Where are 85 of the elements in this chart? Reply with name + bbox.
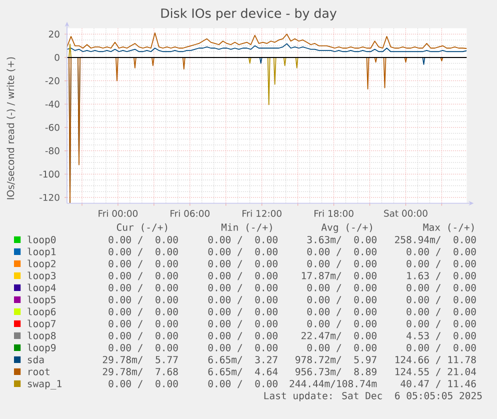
text: 0.00 / 0.00 bbox=[108, 308, 178, 316]
text: 0.00 / 0.00 bbox=[108, 284, 178, 292]
legend-label: loop5 bbox=[28, 296, 56, 306]
text: Max (-/+) bbox=[423, 223, 474, 232]
y-tick-label: 0 bbox=[54, 54, 60, 61]
text: 4.53 / 0.00 bbox=[406, 332, 476, 340]
text: 0.00 / 0.00 bbox=[108, 380, 178, 388]
text: 0.00 / 0.00 bbox=[208, 236, 278, 244]
text: 40.47 / 11.46 bbox=[400, 380, 476, 388]
chart-title: Disk IOs per device - by day bbox=[161, 8, 337, 20]
text: 0.00 / 0.00 bbox=[406, 284, 476, 292]
legend-label: loop3 bbox=[28, 272, 56, 282]
text: 0.00 / 0.00 bbox=[208, 308, 278, 316]
legend-label: loop2 bbox=[28, 260, 56, 270]
legend-label: loop8 bbox=[28, 332, 56, 342]
legend-label: loop1 bbox=[28, 248, 56, 258]
text: 0.00 / 0.00 bbox=[208, 284, 278, 292]
text: 124.66 / 11.78 bbox=[396, 356, 476, 364]
text: 0.00 / 0.00 bbox=[208, 272, 278, 280]
text: Min (-/+) bbox=[222, 223, 272, 232]
text: 0.00 / 0.00 bbox=[108, 320, 178, 328]
y-tick-label: -80 bbox=[45, 147, 60, 154]
text: 258.94m/ 0.00 bbox=[395, 236, 476, 244]
text: 0.00 / 0.00 bbox=[406, 308, 476, 316]
text: 0.00 / 0.00 bbox=[208, 296, 278, 304]
text: 0.00 / 0.00 bbox=[307, 248, 376, 256]
text: 29.78m/ 7.68 bbox=[102, 368, 178, 376]
text: 0.00 / 0.00 bbox=[108, 272, 178, 280]
y-tick-label: -20 bbox=[45, 77, 60, 84]
text: 244.44m/108.74m bbox=[290, 380, 377, 388]
text: 0.00 / 0.00 bbox=[208, 380, 278, 388]
text: 0.00 / 0.00 bbox=[406, 248, 476, 256]
text: 0.00 / 0.00 bbox=[406, 296, 476, 304]
legend-label: loop9 bbox=[28, 344, 56, 354]
y-tick-label: -120 bbox=[40, 194, 60, 201]
y-tick-label: -60 bbox=[45, 124, 60, 131]
y-tick-label: -40 bbox=[45, 100, 60, 108]
text: 0.00 / 0.00 bbox=[406, 260, 476, 268]
text: 0.00 / 0.00 bbox=[307, 308, 376, 316]
text: 956.73m/ 8.89 bbox=[296, 368, 376, 376]
text: 6.65m/ 4.64 bbox=[208, 368, 278, 376]
text: Avg (-/+) bbox=[321, 223, 372, 233]
text: 0.00 / 0.00 bbox=[208, 260, 278, 268]
x-tick-label: Sat 00:00 bbox=[384, 210, 428, 217]
text: 0.00 / 0.00 bbox=[307, 284, 376, 292]
text: 124.55 / 21.04 bbox=[396, 368, 476, 376]
text: 0.00 / 0.00 bbox=[108, 344, 178, 352]
text: 17.87m/ 0.00 bbox=[302, 272, 376, 280]
text: Cur (-/+) bbox=[116, 223, 168, 232]
y-tick-label: 20 bbox=[48, 30, 60, 38]
legend-label: loop0 bbox=[28, 236, 56, 246]
x-tick-label: Fri 18:00 bbox=[314, 210, 354, 217]
legend-label: loop6 bbox=[28, 308, 56, 318]
text: 0.00 / 0.00 bbox=[406, 320, 476, 328]
text: 0.00 / 0.00 bbox=[108, 332, 178, 340]
legend-label: root bbox=[28, 368, 50, 376]
text: 0.00 / 0.00 bbox=[406, 344, 476, 352]
text: 0.00 / 0.00 bbox=[208, 248, 278, 256]
text: 0.00 / 0.00 bbox=[307, 260, 376, 268]
legend-label: swap_1 bbox=[28, 380, 62, 390]
text: 0.00 / 0.00 bbox=[108, 248, 178, 256]
text: 0.00 / 0.00 bbox=[307, 296, 376, 304]
x-tick-label: Fri 06:00 bbox=[170, 210, 210, 217]
text: 0.00 / 0.00 bbox=[307, 344, 376, 352]
text: 0.00 / 0.00 bbox=[208, 332, 278, 340]
text: 0.00 / 0.00 bbox=[208, 344, 278, 352]
y-axis-title: IOs/second read (-) / write (+) bbox=[6, 57, 16, 200]
text: 29.78m/ 5.77 bbox=[102, 356, 178, 364]
text: 0.00 / 0.00 bbox=[208, 320, 278, 328]
text: 0.00 / 0.00 bbox=[108, 236, 178, 244]
legend-label: loop4 bbox=[28, 284, 56, 294]
text: 0.00 / 0.00 bbox=[108, 260, 178, 268]
text: 0.00 / 0.00 bbox=[108, 296, 178, 304]
text: 1.63 / 0.00 bbox=[407, 272, 476, 280]
text: Last update: Sat Dec 6 05:05:05 2025 bbox=[264, 392, 482, 402]
y-tick-label: -100 bbox=[40, 170, 60, 178]
text: 978.72m/ 5.97 bbox=[296, 356, 376, 364]
text: 0.00 / 0.00 bbox=[307, 320, 376, 328]
legend-label: sda bbox=[28, 356, 44, 364]
legend-label: loop7 bbox=[28, 320, 56, 330]
x-tick-label: Fri 00:00 bbox=[98, 210, 138, 217]
x-tick-label: Fri 12:00 bbox=[242, 210, 282, 217]
text: 6.65m/ 3.27 bbox=[208, 356, 278, 364]
text: 3.63m/ 0.00 bbox=[307, 236, 376, 244]
text: 22.47m/ 0.00 bbox=[302, 332, 376, 340]
